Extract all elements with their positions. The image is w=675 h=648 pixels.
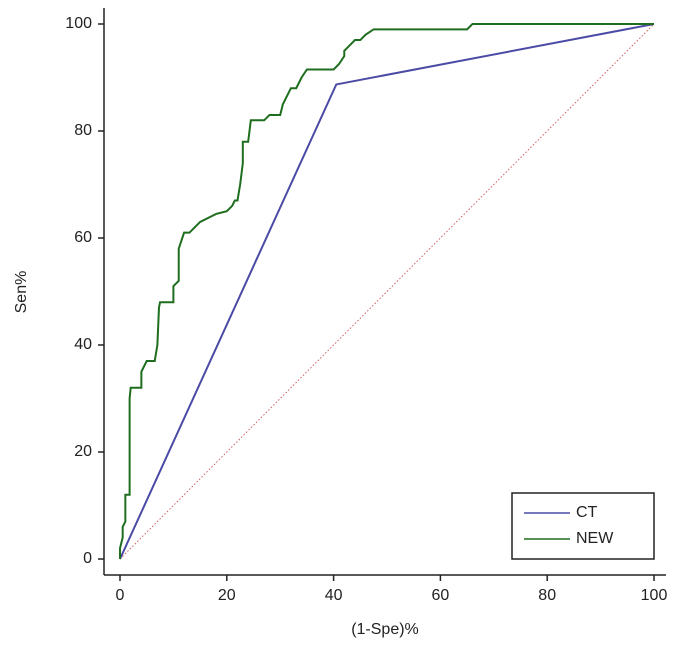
reference-line [119,23,655,560]
x-tick-label: 80 [538,587,556,604]
x-tick-label: 100 [641,587,668,604]
x-tick-label: 60 [432,587,450,604]
x-tick-label: 40 [325,587,343,604]
y-tick-label: 100 [65,15,92,32]
y-tick-label: 0 [83,550,92,567]
y-tick-label: 20 [74,443,92,460]
y-axis-label: Sen% [13,271,30,314]
line-series [119,23,655,560]
x-axis-label: (1-Spe)% [351,621,419,638]
y-tick-label: 80 [74,122,92,139]
legend-box [511,492,655,560]
line-series [119,23,654,559]
x-tick-label: 0 [116,587,125,604]
y-tick-label: 60 [74,229,92,246]
y-tick-label: 40 [74,336,92,353]
legend-label: NEW [576,530,614,547]
x-tick-label: 20 [218,587,236,604]
legend-label: CT [576,504,598,521]
